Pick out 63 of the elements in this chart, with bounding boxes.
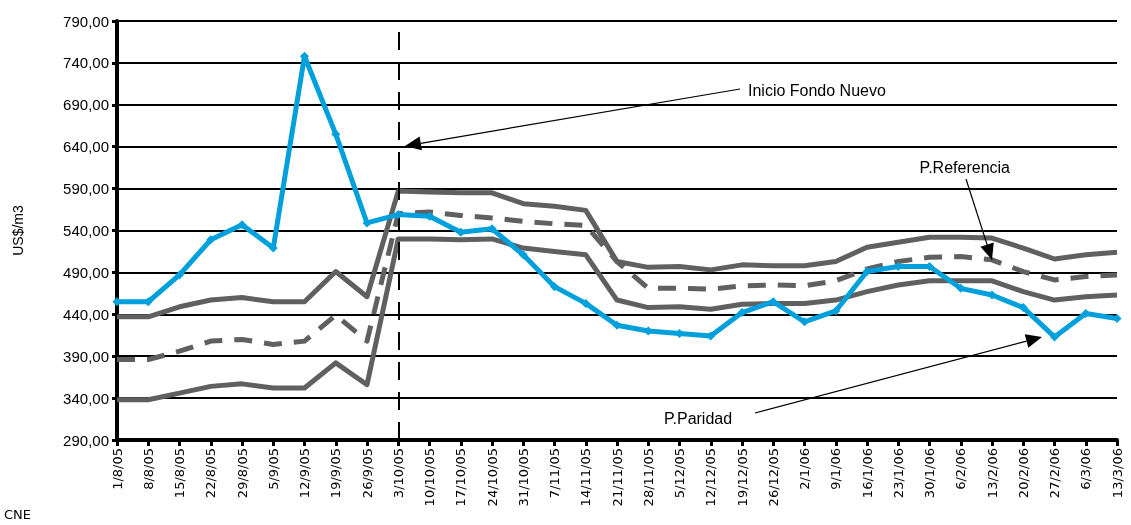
x-tick-label: 30/1/06 — [922, 448, 937, 499]
x-tick-label: 6/2/06 — [953, 448, 969, 490]
y-tick-label: 390,00 — [63, 347, 109, 365]
x-tick-label: 2/1/06 — [797, 448, 812, 490]
x-tick-label: 3/10/05 — [390, 448, 406, 499]
point — [831, 306, 841, 316]
point — [675, 329, 684, 339]
y-axis-title: US$/m3 — [10, 205, 26, 256]
x-tick-label: 19/9/05 — [328, 448, 344, 499]
x-tick-label: 23/1/06 — [890, 448, 906, 499]
annotation: P.Referencia — [919, 158, 1011, 176]
x-tick-label: 13/3/06 — [1109, 448, 1125, 499]
x-tick-label: 19/12/05 — [734, 448, 750, 507]
x-tick-label: 10/10/05 — [422, 448, 437, 507]
point — [550, 282, 559, 292]
y-tick-label: 690,00 — [63, 96, 109, 114]
x-tick-label: 21/11/05 — [609, 448, 625, 507]
x-tick-label: 31/10/05 — [515, 448, 531, 507]
y-tick-label: 490,00 — [63, 263, 109, 281]
x-tick-label: 14/11/05 — [578, 448, 594, 507]
point — [331, 129, 341, 139]
x-tick-label: 13/2/06 — [984, 448, 1000, 499]
x-tick-label: 15/8/05 — [172, 448, 187, 499]
x-tick-label: 8/8/05 — [140, 448, 156, 490]
x-tick-label: 20/2/06 — [1015, 448, 1031, 499]
x-tick-label: 17/10/05 — [453, 448, 469, 507]
x-tick-label: 12/9/05 — [297, 448, 312, 499]
x-tick-label: 29/8/05 — [234, 448, 250, 499]
point — [206, 235, 216, 245]
x-tick-label: 12/12/05 — [703, 448, 719, 507]
x-tick-label: 6/3/06 — [1078, 448, 1094, 490]
annotation: Inicio Fondo Nuevo — [748, 81, 886, 99]
x-tick-label: 26/12/05 — [765, 448, 781, 507]
x-tick-label: 5/9/05 — [265, 448, 281, 490]
point — [581, 298, 591, 308]
x-tick-label: 26/9/05 — [359, 448, 375, 499]
y-tick-label: 540,00 — [63, 222, 109, 239]
y-tick-label: 640,00 — [63, 138, 109, 156]
text: CNE — [4, 506, 32, 522]
x-tick-label: 28/11/05 — [640, 448, 656, 507]
point — [768, 297, 778, 307]
point — [1018, 303, 1028, 313]
y-tick-label: 340,00 — [63, 389, 109, 407]
annotation: P.Paridad — [663, 409, 733, 427]
x-tick-label: 9/1/06 — [828, 448, 844, 490]
point — [800, 317, 809, 327]
point — [362, 218, 372, 228]
x-tick-label: 24/10/05 — [484, 448, 500, 507]
y-tick-label: 290,00 — [63, 431, 109, 449]
point — [237, 220, 247, 230]
point — [1050, 332, 1059, 342]
point — [518, 250, 528, 260]
x-tick-label: 16/1/06 — [859, 448, 875, 499]
y-tick-label: 590,00 — [63, 180, 109, 198]
point — [175, 270, 184, 280]
x-tick-label: 27/2/06 — [1047, 448, 1062, 499]
x-tick-label: 22/8/05 — [203, 448, 219, 499]
x-tick-label: 1/8/05 — [109, 448, 125, 490]
y-tick-label: 740,00 — [63, 54, 109, 72]
x-tick-label: 7/11/05 — [547, 448, 562, 499]
x-tick-label: 5/12/05 — [672, 448, 687, 499]
y-tick-label: 440,00 — [63, 305, 109, 323]
y-tick-label: 790,00 — [63, 12, 109, 30]
